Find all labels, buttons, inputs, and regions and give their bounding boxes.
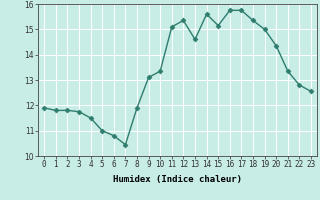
X-axis label: Humidex (Indice chaleur): Humidex (Indice chaleur) [113,175,242,184]
